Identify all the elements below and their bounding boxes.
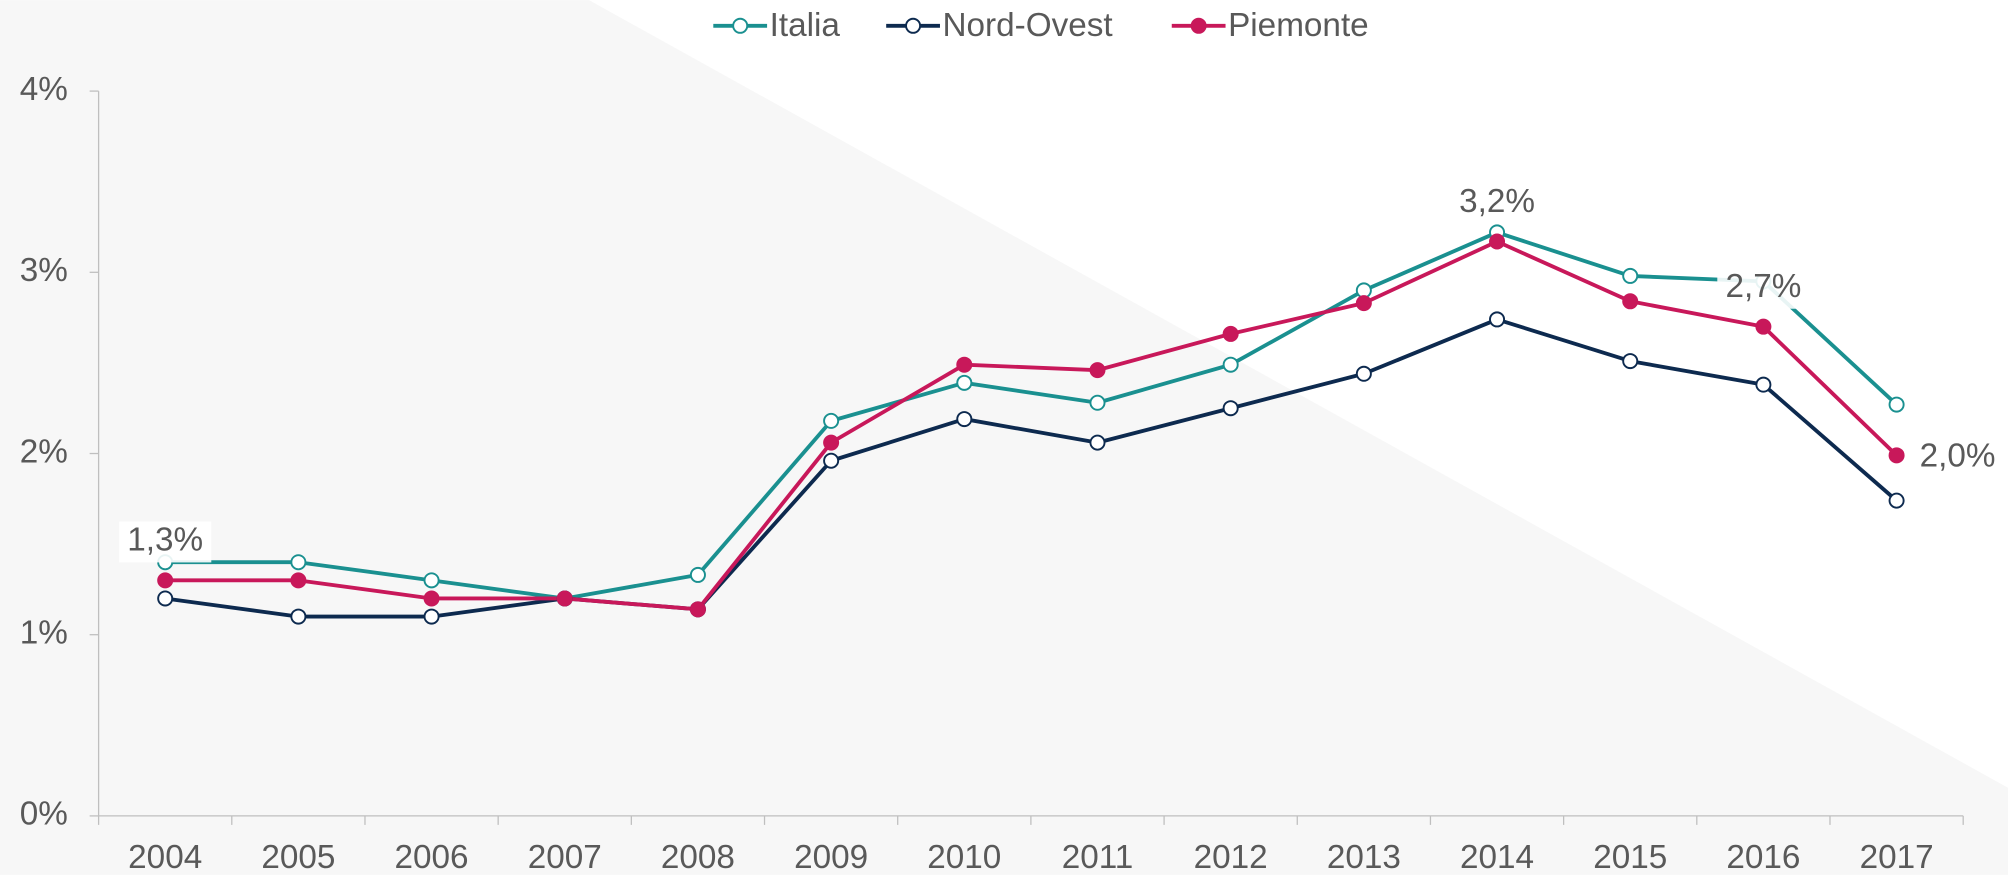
- data-point: [823, 434, 840, 451]
- data-point: [956, 356, 973, 373]
- data-point: [1888, 447, 1905, 464]
- data-point: [290, 554, 307, 571]
- legend-label: Italia: [770, 7, 841, 44]
- data-point: [290, 572, 307, 589]
- data-point: [956, 411, 973, 428]
- y-tick-label: 0%: [20, 796, 68, 833]
- data-point: [1222, 356, 1239, 373]
- data-point: [1622, 293, 1639, 310]
- x-tick-label: 2013: [1327, 839, 1401, 875]
- x-tick-label: 2007: [528, 839, 602, 875]
- data-point: [1089, 362, 1106, 379]
- x-tick-label: 2008: [661, 839, 735, 875]
- data-point: [1489, 233, 1506, 250]
- data-point: [1355, 295, 1372, 312]
- x-tick-label: 2006: [395, 839, 469, 875]
- data-point: [1755, 318, 1772, 335]
- x-tick-label: 2015: [1593, 839, 1667, 875]
- data-point: [157, 572, 174, 589]
- y-tick-label: 1%: [20, 615, 68, 652]
- data-label-bg: [119, 521, 212, 563]
- data-point: [157, 590, 174, 607]
- y-tick-label: 4%: [20, 71, 68, 108]
- x-tick-label: 2012: [1194, 839, 1268, 875]
- data-point: [689, 566, 706, 583]
- legend-label: Nord-Ovest: [943, 7, 1113, 44]
- data-point: [956, 374, 973, 391]
- data-point: [1755, 376, 1772, 393]
- x-tick-label: 2010: [927, 839, 1001, 875]
- data-point: [1089, 434, 1106, 451]
- y-tick-label: 3%: [20, 252, 68, 289]
- data-label: 2,0%: [1920, 438, 1996, 475]
- x-tick-label: 2014: [1460, 839, 1534, 875]
- data-point: [556, 590, 573, 607]
- series-line: [165, 239, 1898, 612]
- data-point: [689, 601, 706, 618]
- data-label-bg: [1717, 267, 1810, 309]
- x-tick-label: 2009: [794, 839, 868, 875]
- data-point: [1222, 325, 1239, 342]
- data-point: [423, 572, 440, 589]
- y-tick-label: 2%: [20, 433, 68, 470]
- series-line: [164, 317, 1898, 619]
- data-label-bg: [1914, 437, 2007, 479]
- data-point: [1622, 353, 1639, 370]
- data-label: 1,3%: [127, 522, 203, 559]
- data-point: [1489, 311, 1506, 328]
- x-tick-label: 2005: [261, 839, 335, 875]
- data-point: [823, 452, 840, 469]
- data-point: [823, 412, 840, 429]
- data-point: [1355, 365, 1372, 382]
- data-point: [1222, 400, 1239, 417]
- legend-marker: [905, 17, 922, 34]
- data-point: [423, 608, 440, 625]
- data-label-bg: [1450, 182, 1544, 224]
- legend-marker: [732, 17, 749, 34]
- data-point: [423, 590, 440, 607]
- series-line: [165, 230, 1898, 601]
- legend-label: Piemonte: [1228, 7, 1369, 44]
- legend-marker: [1190, 17, 1207, 34]
- x-tick-label: 2017: [1860, 839, 1934, 875]
- data-point: [1089, 394, 1106, 411]
- data-point: [290, 608, 307, 625]
- data-point: [1888, 396, 1905, 413]
- data-label: 3,2%: [1459, 183, 1535, 220]
- data-point: [1888, 492, 1905, 509]
- x-tick-label: 2011: [1062, 839, 1134, 875]
- x-tick-label: 2016: [1726, 839, 1800, 875]
- data-label: 2,7%: [1725, 268, 1801, 305]
- x-tick-label: 2004: [128, 839, 202, 875]
- data-point: [1622, 267, 1639, 284]
